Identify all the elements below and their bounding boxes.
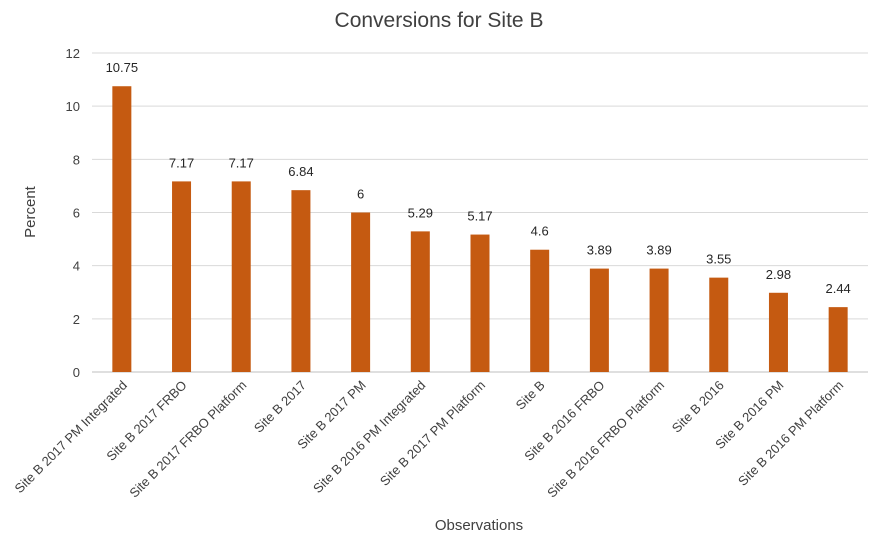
data-label: 2.44 — [825, 281, 850, 296]
data-label: 3.55 — [706, 252, 731, 267]
y-tick-label: 10 — [66, 99, 80, 114]
data-label: 3.89 — [587, 243, 612, 258]
bar — [112, 86, 132, 373]
x-category-label: Site B 2017 PM Integrated — [12, 378, 130, 496]
bar — [410, 231, 430, 372]
x-category-label: Site B 2016 FRBO Platform — [544, 378, 667, 501]
bar — [231, 181, 251, 372]
y-tick-label: 6 — [73, 206, 80, 221]
y-tick-label: 4 — [73, 259, 80, 274]
y-axis-ticks: 0 2 4 6 8 10 12 — [66, 46, 80, 380]
bar — [172, 181, 192, 372]
bar — [649, 268, 669, 372]
data-label: 7.17 — [169, 155, 194, 170]
x-category-label: Site B 2017 — [251, 378, 309, 436]
x-category-label: Site B — [513, 378, 548, 413]
data-label: 7.17 — [229, 155, 254, 170]
data-label: 10.75 — [106, 60, 139, 75]
y-tick-label: 12 — [66, 46, 80, 61]
chart-title: Conversions for Site B — [335, 9, 544, 32]
data-labels: 10.75 7.17 7.17 6.84 6 5.29 5.17 4.6 3.89 3.89 3.5… — [106, 60, 851, 296]
y-tick-label: 2 — [73, 312, 80, 327]
data-label: 6.84 — [288, 164, 313, 179]
data-label: 4.6 — [531, 224, 549, 239]
x-category-label: Site B 2016 PM Platform — [735, 378, 846, 489]
data-label: 6 — [357, 187, 364, 202]
bar — [291, 190, 311, 372]
x-category-label: Site B 2017 PM Platform — [377, 378, 488, 489]
bar — [351, 212, 371, 372]
bars — [112, 86, 848, 373]
x-category-label: Site B 2016 PM Integrated — [310, 378, 428, 496]
y-tick-label: 8 — [73, 152, 80, 167]
data-label: 5.29 — [408, 205, 433, 220]
data-label: 2.98 — [766, 267, 791, 282]
bar — [470, 234, 490, 372]
x-category-label: Site B 2017 FRBO Platform — [126, 378, 249, 501]
y-tick-label: 0 — [73, 365, 80, 380]
bar — [589, 268, 609, 372]
bar — [709, 277, 729, 372]
bar — [768, 292, 788, 372]
data-label: 5.17 — [467, 209, 492, 224]
y-axis-title: Percent — [22, 185, 39, 238]
x-axis-title: Observations — [435, 517, 523, 534]
x-category-label: Site B 2016 — [669, 378, 727, 436]
data-label: 3.89 — [646, 243, 671, 258]
bar — [828, 307, 848, 372]
bar — [530, 249, 550, 372]
